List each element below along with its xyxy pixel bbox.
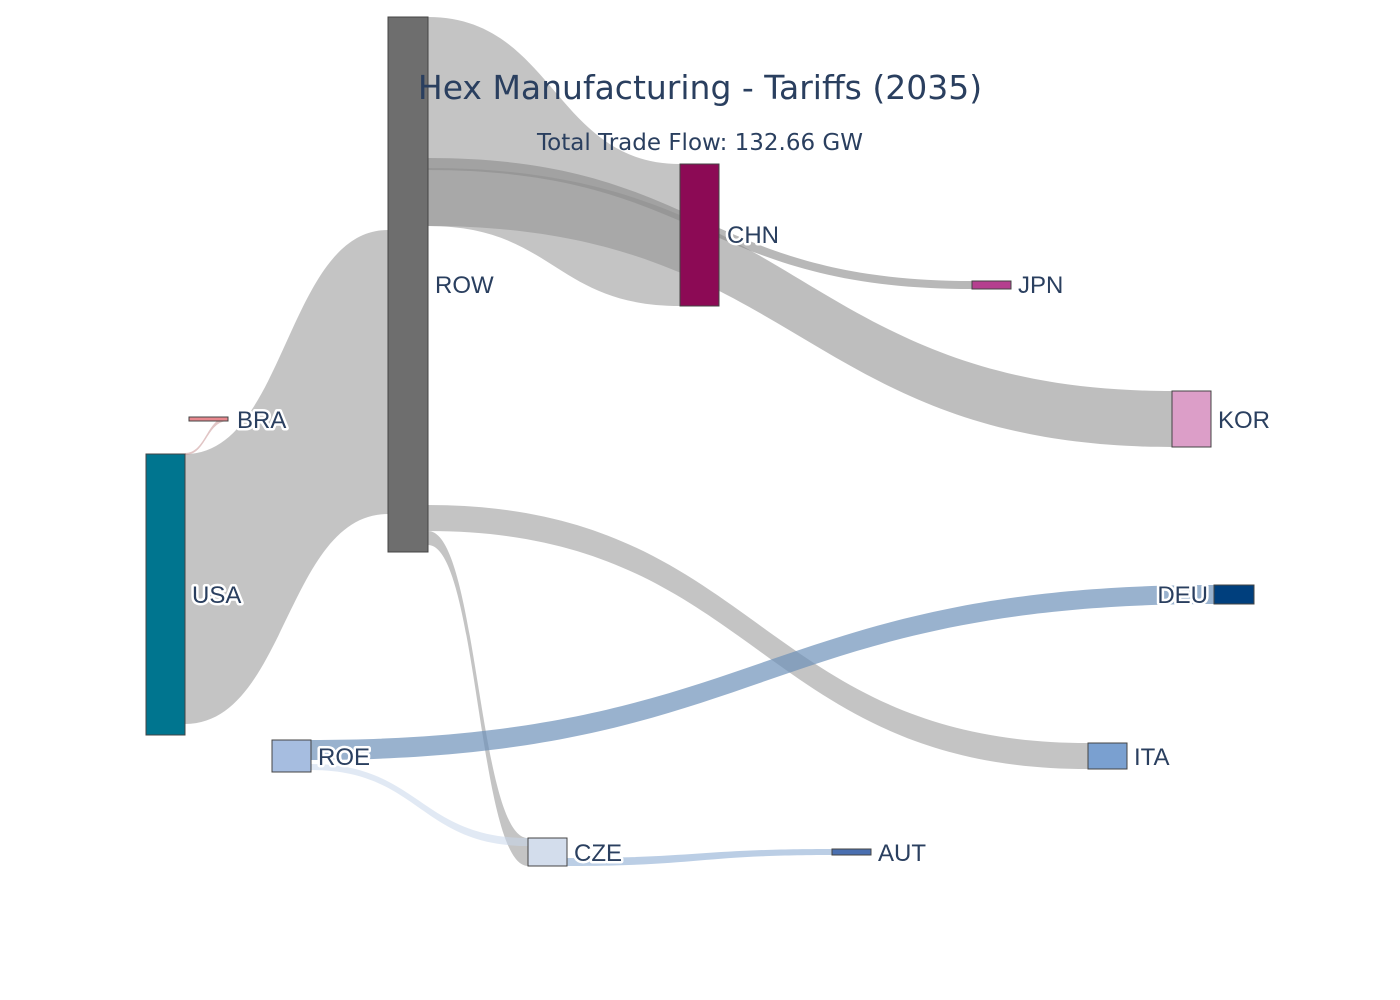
node-label-kor: KOR [1218, 407, 1270, 434]
node-label-row: ROW [435, 272, 494, 299]
node-label-halo-cze: CZE [574, 840, 622, 867]
node-label-roe: ROE [318, 744, 370, 771]
chart-subtitle: Total Trade Flow: 132.66 GW [536, 130, 863, 156]
links-layer [185, 17, 1214, 866]
node-usa[interactable] [145, 453, 186, 736]
node-bra[interactable] [188, 416, 229, 422]
node-label-halo-roe: ROE [318, 744, 370, 771]
link-row-cze[interactable] [428, 531, 528, 866]
node-label-jpn: JPN [1018, 272, 1063, 299]
node-label-halo-usa: USA [192, 582, 241, 609]
node-label-halo-jpn: JPN [1018, 272, 1063, 299]
node-label-cze: CZE [574, 840, 622, 867]
labels-layer: USAUSABRABRAROWROWROEROECHNCHNCZECZEJPNJ… [190, 220, 1273, 870]
node-chn[interactable] [679, 163, 720, 307]
node-label-chn: CHN [727, 222, 779, 249]
node-label-usa: USA [192, 582, 241, 609]
node-jpn[interactable] [971, 280, 1012, 290]
node-label-halo-bra: BRA [237, 407, 286, 434]
node-kor[interactable] [1171, 390, 1212, 448]
node-roe[interactable] [271, 739, 312, 773]
node-label-aut: AUT [878, 840, 926, 867]
node-row[interactable] [387, 16, 429, 553]
node-label-halo-aut: AUT [878, 840, 926, 867]
node-label-halo-row: ROW [435, 272, 494, 299]
node-label-halo-deu: DEU [1157, 582, 1208, 609]
node-deu[interactable] [1213, 584, 1255, 605]
link-usa-row[interactable] [185, 230, 388, 724]
node-label-halo-kor: KOR [1218, 407, 1270, 434]
node-label-halo-ita: ITA [1134, 744, 1170, 771]
node-label-bra: BRA [237, 407, 286, 434]
chart-title: Hex Manufacturing - Tariffs (2035) [418, 68, 982, 107]
link-cze-aut[interactable] [567, 849, 832, 866]
nodes-layer [145, 16, 1255, 867]
link-roe-deu[interactable] [311, 585, 1214, 760]
node-label-ita: ITA [1134, 744, 1170, 771]
link-row-kor[interactable] [428, 168, 1172, 447]
link-usa-bra[interactable] [185, 417, 228, 455]
node-ita[interactable] [1087, 742, 1128, 770]
node-label-halo-chn: CHN [727, 222, 779, 249]
node-label-deu: DEU [1157, 582, 1208, 609]
link-roe-cze[interactable] [311, 764, 528, 846]
link-row-ita[interactable] [428, 505, 1088, 769]
node-cze[interactable] [527, 837, 568, 867]
node-aut[interactable] [831, 848, 872, 856]
